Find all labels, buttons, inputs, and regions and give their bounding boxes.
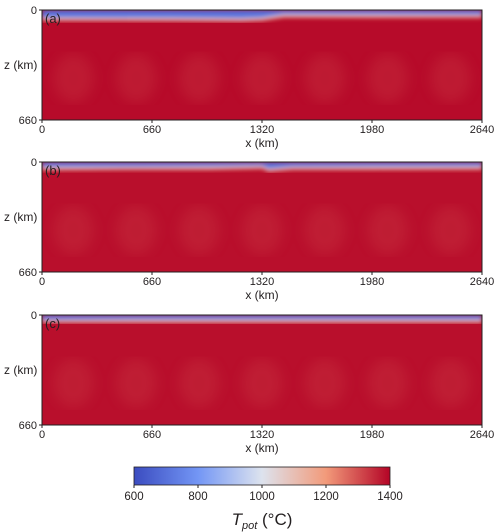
y-axis-label: z (km) xyxy=(4,210,37,224)
colorbar-tick-label: 1400 xyxy=(377,491,403,503)
colorbar-label-subscript: pot xyxy=(241,520,258,532)
y-tick-label: 660 xyxy=(19,267,37,279)
x-tick-label: 2640 xyxy=(470,124,494,136)
temperature-field xyxy=(42,10,482,120)
x-tick-label: 0 xyxy=(39,276,45,288)
convection-cell xyxy=(242,359,282,408)
convection-cell xyxy=(430,53,471,103)
temperature-field xyxy=(42,315,482,425)
panel-label: (b) xyxy=(45,163,61,178)
colorbar-label-symbol: T xyxy=(232,510,244,529)
x-tick-label: 1320 xyxy=(250,429,274,441)
convection-cell xyxy=(430,359,471,408)
y-tick-label: 0 xyxy=(31,5,37,17)
y-tick-label: 660 xyxy=(19,420,37,432)
y-tick-label: 660 xyxy=(19,115,37,127)
convection-cell xyxy=(116,53,157,103)
colorbar-label-unit: (°C) xyxy=(257,510,292,529)
convection-cell xyxy=(367,359,408,408)
convection-cell xyxy=(53,359,94,408)
convection-cell xyxy=(179,53,220,103)
convection-cell xyxy=(304,206,345,255)
x-tick-label: 660 xyxy=(143,124,161,136)
convection-cell xyxy=(367,53,408,103)
x-tick-label: 660 xyxy=(143,276,161,288)
x-tick-label: 1320 xyxy=(250,276,274,288)
lithosphere xyxy=(42,315,482,324)
x-tick-label: 0 xyxy=(39,124,45,136)
convection-texture xyxy=(53,359,471,408)
convection-cell xyxy=(179,359,220,408)
y-tick-label: 0 xyxy=(31,310,37,322)
x-axis-label: x (km) xyxy=(245,136,278,150)
y-axis-label: z (km) xyxy=(4,363,37,377)
colorbar-tick-label: 1200 xyxy=(313,491,339,503)
colorbar: 600 800 1000 1200 1400 Tpot (°C) xyxy=(124,466,403,532)
x-tick-label: 2640 xyxy=(470,429,494,441)
lithosphere xyxy=(42,10,482,22)
temperature-field xyxy=(42,162,482,272)
lithosphere xyxy=(42,162,482,173)
x-tick-label: 660 xyxy=(143,429,161,441)
convection-cell xyxy=(116,206,157,255)
panel-label: (c) xyxy=(45,316,60,331)
lithosphere-cold-core xyxy=(42,162,482,169)
convection-cell xyxy=(53,53,94,103)
convection-cell xyxy=(242,206,282,255)
convection-cell xyxy=(304,359,345,408)
colorbar-tick-label: 600 xyxy=(124,491,143,503)
panel-label: (a) xyxy=(45,11,61,26)
convection-texture xyxy=(53,53,471,103)
convection-cell xyxy=(242,53,282,103)
colorbar-label: Tpot (°C) xyxy=(232,510,293,532)
x-tick-label: 1980 xyxy=(360,276,384,288)
x-tick-label: 1980 xyxy=(360,124,384,136)
lithosphere-cold-core xyxy=(42,10,482,19)
x-tick-label: 1320 xyxy=(250,124,274,136)
colorbar-tick-label: 800 xyxy=(188,491,207,503)
convection-cell xyxy=(304,53,345,103)
convection-cell xyxy=(116,359,157,408)
convection-cell xyxy=(430,206,471,255)
x-axis-label: x (km) xyxy=(245,288,278,302)
y-axis-label: z (km) xyxy=(4,58,37,72)
convection-cell xyxy=(367,206,408,255)
y-tick-label: 0 xyxy=(31,157,37,169)
convection-cell xyxy=(53,206,94,255)
x-axis-label: x (km) xyxy=(245,441,278,455)
colorbar-tick-label: 1000 xyxy=(249,491,275,503)
convection-cell xyxy=(179,206,220,255)
convection-texture xyxy=(53,206,471,255)
lithosphere-cold-core xyxy=(42,315,482,320)
x-tick-label: 0 xyxy=(39,429,45,441)
x-tick-label: 1980 xyxy=(360,429,384,441)
colorbar-gradient xyxy=(133,466,391,486)
x-tick-label: 2640 xyxy=(470,276,494,288)
